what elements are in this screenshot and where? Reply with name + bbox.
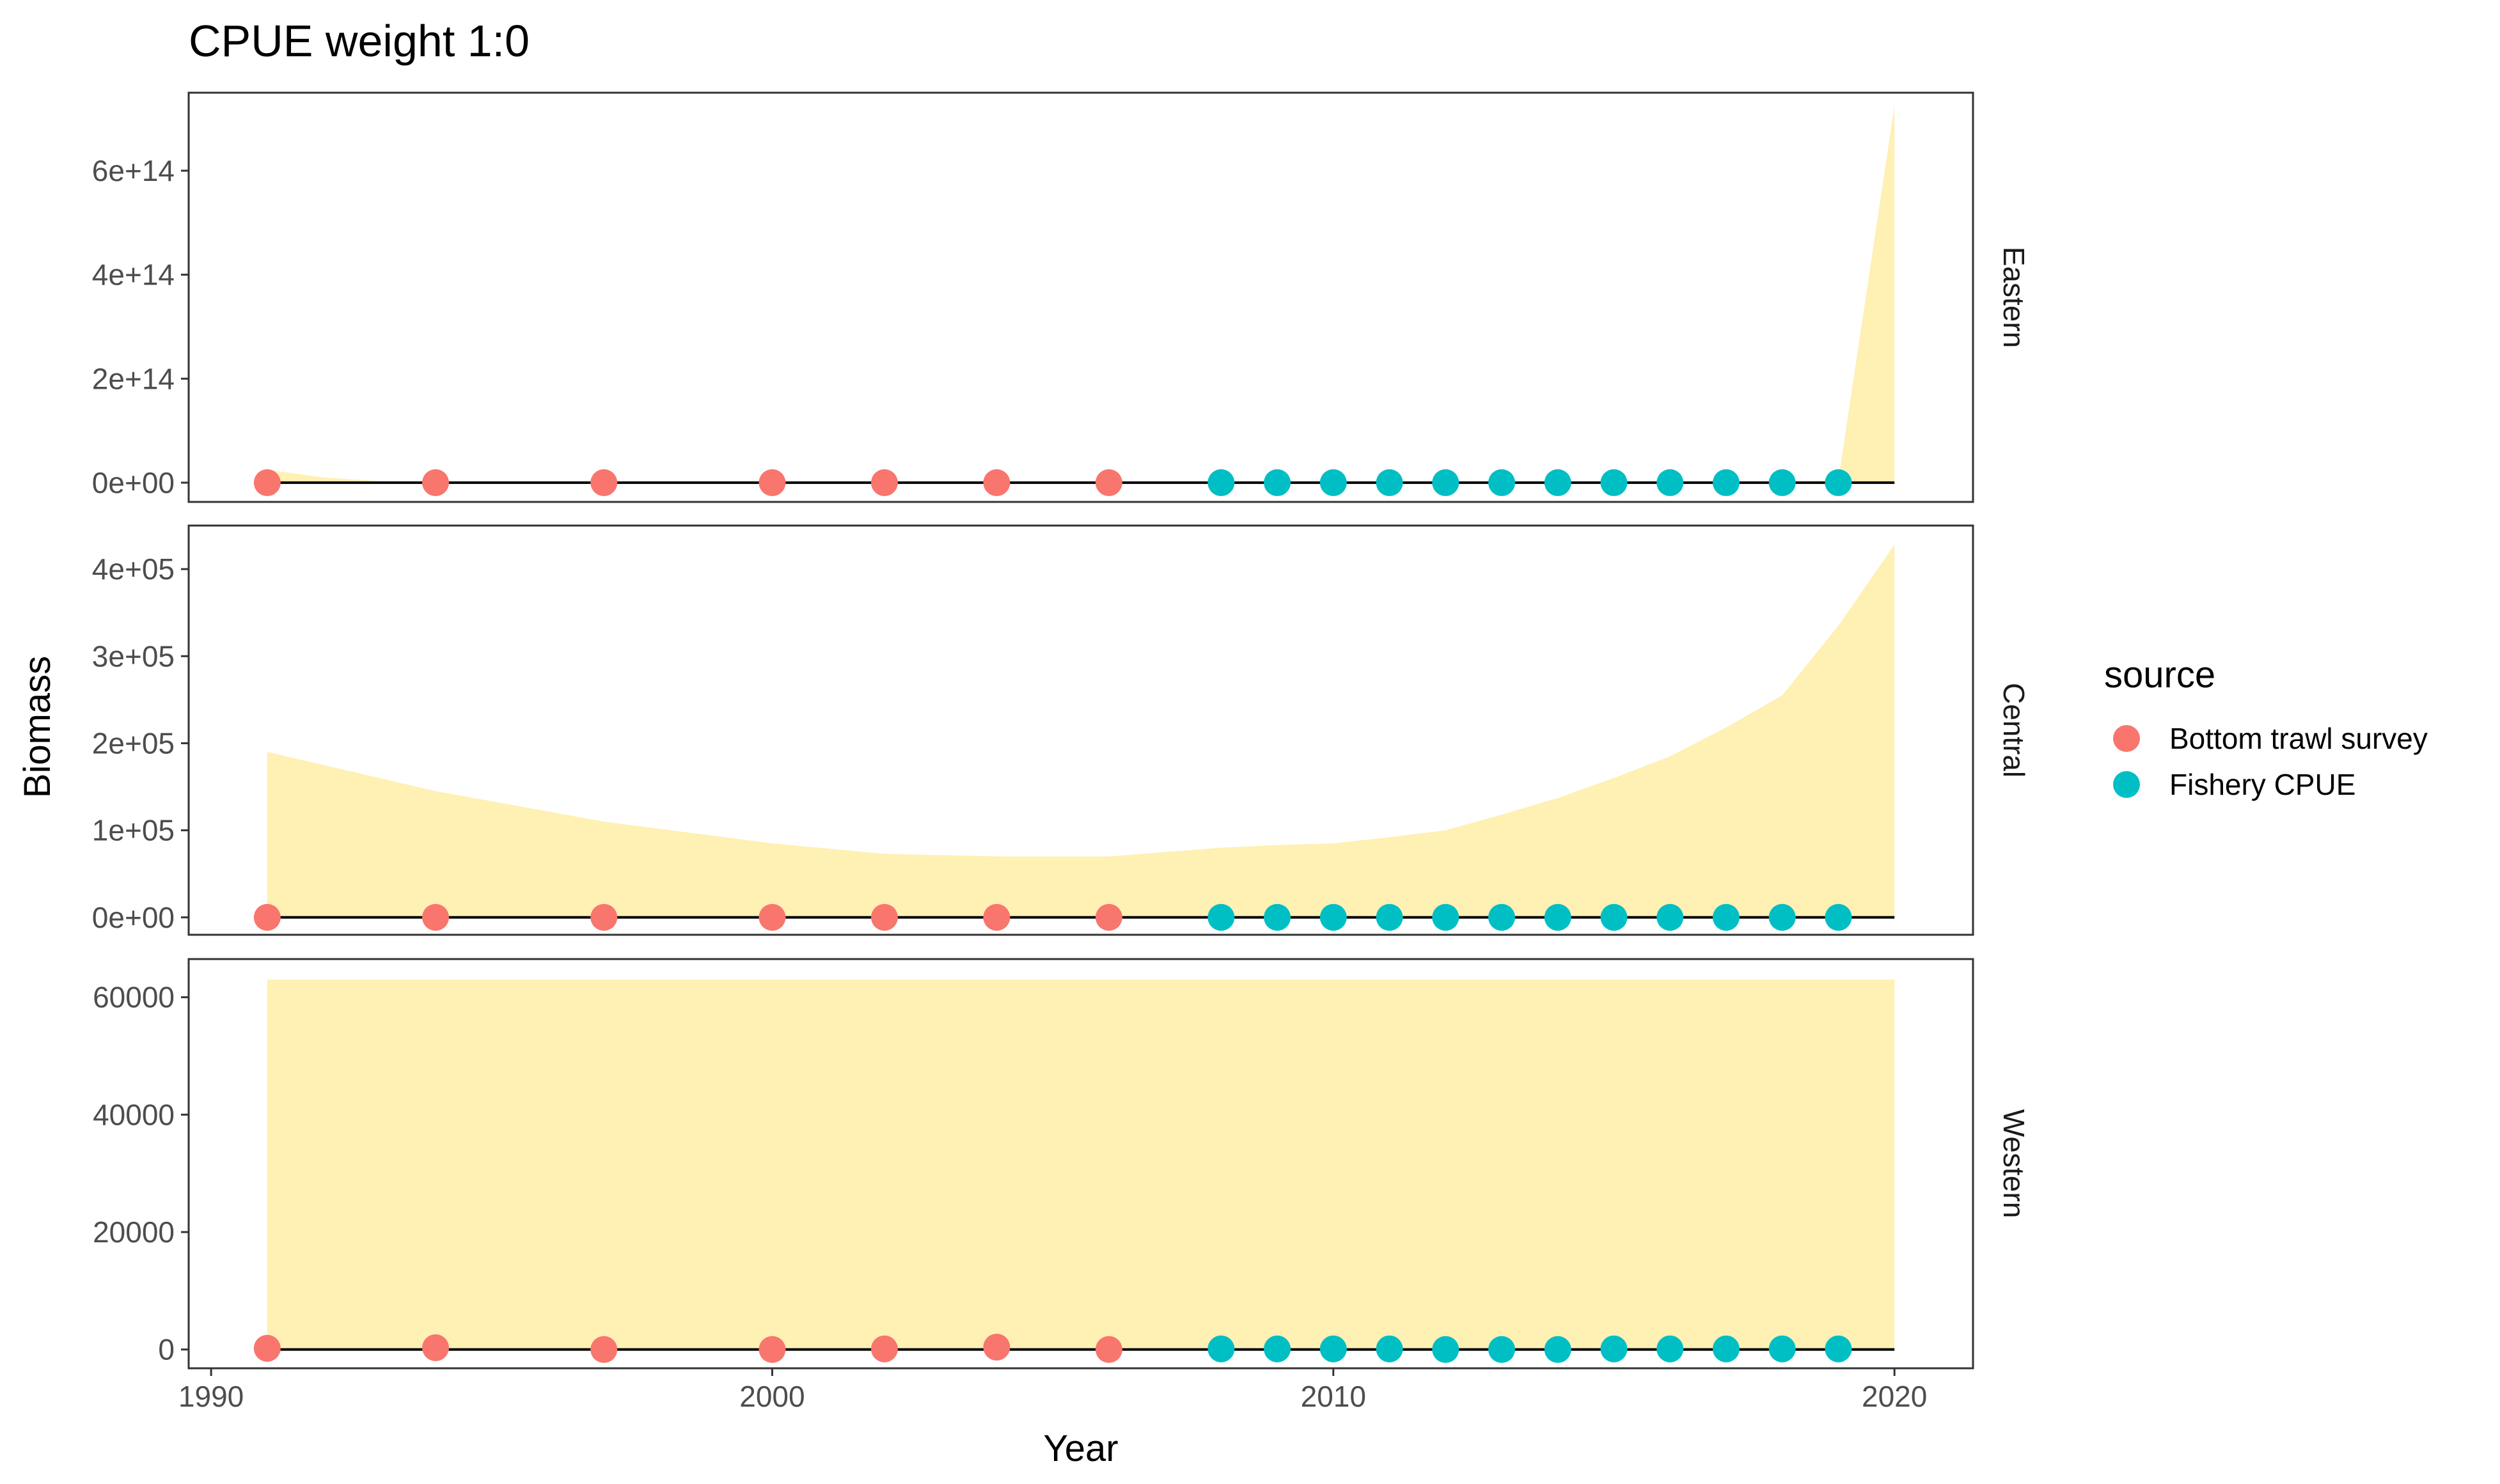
panels-layer: 0e+00 2e+14 4e+14 6e+14 Eastern 0e+00 1e+05 2e+… <box>92 91 2031 1370</box>
cpue-point <box>1544 1336 1571 1363</box>
cpue-point <box>1207 1335 1235 1363</box>
cpue-point <box>1544 469 1571 496</box>
cpue-point <box>1376 903 1403 931</box>
survey-point <box>870 1335 898 1363</box>
legend: source Bottom trawl survey Fishery CPUE <box>2104 654 2428 801</box>
y-tick-label: 6e+14 <box>92 154 175 187</box>
x-tick-label: 1990 <box>178 1380 244 1413</box>
survey-point <box>422 1334 450 1361</box>
cpue-point <box>1264 469 1291 496</box>
cpue-point <box>1264 903 1291 931</box>
cpue-point <box>1488 903 1516 931</box>
survey-point <box>253 903 281 931</box>
survey-point <box>870 903 898 931</box>
cpue-point <box>1600 1335 1628 1363</box>
survey-point <box>1095 1336 1122 1363</box>
legend-title: source <box>2104 654 2215 696</box>
facet-strip-label: Eastern <box>1997 247 2031 348</box>
survey-point <box>590 903 618 931</box>
cpue-point <box>1656 903 1684 931</box>
panel-border <box>187 958 1974 1370</box>
cpue-point <box>1432 469 1459 496</box>
y-tick-label: 60000 <box>93 981 175 1014</box>
survey-point <box>253 1334 281 1362</box>
x-axis: 1990 2000 2010 2020 <box>178 1368 1927 1413</box>
y-tick-label: 0e+00 <box>92 901 175 934</box>
survey-point <box>590 1336 618 1363</box>
survey-point <box>422 903 450 931</box>
cpue-point <box>1825 903 1852 931</box>
y-tick-label: 20000 <box>93 1215 175 1249</box>
y-tick-label: 40000 <box>93 1098 175 1131</box>
y-tick-label: 4e+14 <box>92 258 175 292</box>
panel-central: 0e+00 1e+05 2e+05 3e+05 4e+05 Central <box>92 524 2031 936</box>
cpue-point <box>1432 1336 1459 1363</box>
survey-point <box>1095 469 1122 496</box>
x-tick-label: 2020 <box>1862 1380 1927 1413</box>
panel-eastern: 0e+00 2e+14 4e+14 6e+14 Eastern <box>92 91 2031 503</box>
panel-border <box>187 91 1974 503</box>
cpue-point <box>1825 1335 1852 1363</box>
cpue-point <box>1488 1336 1516 1363</box>
cpue-point <box>1319 469 1347 496</box>
cpue-point <box>1376 469 1403 496</box>
chart-title: CPUE weight 1:0 <box>189 16 530 66</box>
facet-strip-label: Western <box>1997 1109 2031 1218</box>
cpue-point <box>1432 903 1459 931</box>
legend-key <box>2113 771 2140 798</box>
ribbon-central <box>267 544 1895 918</box>
x-tick-label: 2010 <box>1301 1380 1366 1413</box>
y-axis-title: Biomass <box>17 656 58 798</box>
survey-point <box>759 903 786 931</box>
y-tick-label: 3e+05 <box>92 639 175 673</box>
cpue-point <box>1319 903 1347 931</box>
cpue-point <box>1544 903 1571 931</box>
survey-point <box>983 1333 1010 1361</box>
survey-point <box>983 469 1010 496</box>
y-tick-label: 2e+05 <box>92 726 175 760</box>
cpue-point <box>1825 469 1852 496</box>
cpue-point <box>1712 903 1740 931</box>
cpue-point <box>1656 469 1684 496</box>
y-tick-label: 1e+05 <box>92 814 175 847</box>
panel-western: 0 20000 40000 60000 Western <box>93 958 2031 1370</box>
cpue-point <box>1600 903 1628 931</box>
survey-point <box>759 469 786 496</box>
ribbon-eastern <box>267 105 1895 483</box>
cpue-point <box>1768 1335 1796 1363</box>
y-tick-label: 4e+05 <box>92 552 175 586</box>
x-tick-label: 2000 <box>739 1380 805 1413</box>
cpue-point <box>1319 1335 1347 1363</box>
cpue-point <box>1712 469 1740 496</box>
survey-point <box>759 1336 786 1363</box>
cpue-point <box>1207 469 1235 496</box>
cpue-point <box>1207 903 1235 931</box>
panel-border <box>187 524 1974 936</box>
legend-label: Fishery CPUE <box>2169 768 2355 801</box>
facet-strip-label: Central <box>1997 683 2031 777</box>
y-tick-label: 0e+00 <box>92 466 175 499</box>
legend-key <box>2113 725 2140 752</box>
survey-point <box>983 903 1010 931</box>
y-tick-label: 0 <box>158 1333 175 1366</box>
cpue-point <box>1488 469 1516 496</box>
cpue-point <box>1712 1335 1740 1363</box>
y-tick-label: 2e+14 <box>92 362 175 395</box>
survey-point <box>870 469 898 496</box>
x-axis-title: Year <box>1043 1428 1118 1469</box>
survey-point <box>253 469 281 496</box>
ribbon-western <box>267 980 1895 1350</box>
cpue-point <box>1768 903 1796 931</box>
cpue-point <box>1768 469 1796 496</box>
cpue-point <box>1376 1335 1403 1363</box>
cpue-point <box>1600 469 1628 496</box>
legend-label: Bottom trawl survey <box>2169 722 2428 755</box>
cpue-point <box>1264 1335 1291 1363</box>
survey-point <box>1095 903 1122 931</box>
survey-point <box>422 469 450 496</box>
survey-point <box>590 469 618 496</box>
cpue-point <box>1656 1335 1684 1363</box>
